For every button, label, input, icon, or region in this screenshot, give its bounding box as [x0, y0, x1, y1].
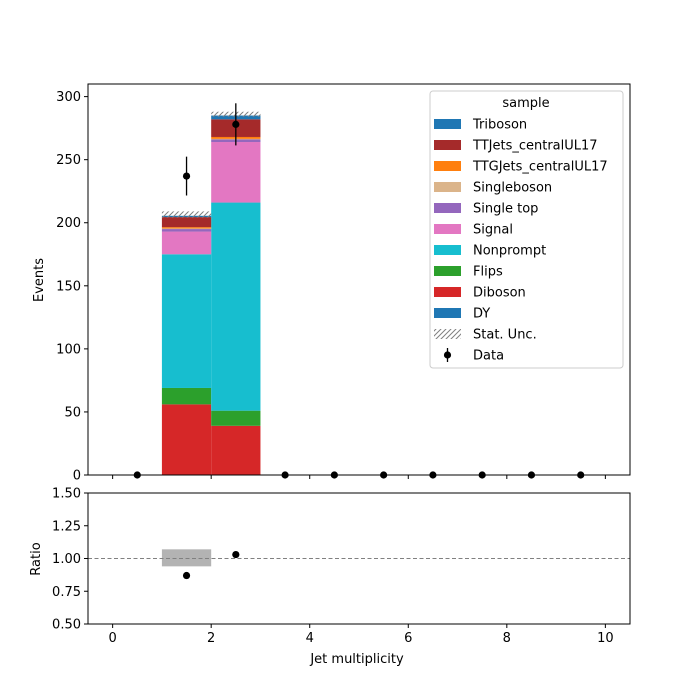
legend-label: Singleboson — [473, 181, 552, 196]
legend-swatch — [434, 266, 461, 276]
legend-swatch — [434, 203, 461, 213]
legend: sample Triboson TTJets_centralUL17 TTGJets… — [429, 90, 624, 369]
ratio-y-tick-label: 1.00 — [52, 552, 81, 567]
ratio-y-axis-label: Ratio — [29, 542, 44, 575]
stack-bar-nonprompt — [211, 202, 261, 411]
data-point — [232, 120, 240, 128]
stack-bar-flips — [161, 387, 212, 405]
main-panel: 0 50 100 150 200 250 300 Events — [32, 83, 631, 484]
legend-label: DY — [473, 307, 490, 322]
legend-label: TTGJets_centralUL17 — [472, 160, 608, 175]
ratio-y-tick-label: 1.25 — [52, 519, 81, 534]
legend-swatch-hatch — [434, 329, 461, 339]
stack-bar-singleboson — [161, 228, 212, 230]
main-y-ticks: 0 50 100 150 200 250 300 — [56, 90, 88, 484]
ratio-panel: 0.50 0.75 1.00 1.25 1.50 0 2 4 6 8 10 Ratio Jet m… — [29, 487, 631, 667]
legend-label: Data — [473, 349, 504, 364]
legend-item: Nonprompt — [434, 244, 546, 259]
legend-title: sample — [502, 96, 549, 111]
main-plot-frame — [87, 83, 631, 476]
ratio-x-tick-label: 6 — [404, 631, 412, 646]
legend-data-marker — [443, 351, 452, 359]
legend-frame — [429, 90, 624, 369]
legend-item: DY — [434, 307, 490, 322]
legend-item: Data — [443, 348, 504, 364]
ratio-x-tick-label: 0 — [108, 631, 116, 646]
main-y-tick-label: 250 — [56, 153, 81, 168]
ratio-y-tick-label: 0.50 — [52, 618, 81, 633]
legend-item: Diboson — [434, 286, 526, 301]
main-y-axis-label: Events — [32, 258, 47, 302]
legend-label: TTJets_centralUL17 — [472, 139, 598, 154]
stack-bar-ttjets-centralul17 — [161, 217, 212, 228]
legend-items: Triboson TTJets_centralUL17 TTGJets_centra… — [434, 118, 608, 364]
ratio-x-tick-label: 8 — [503, 631, 511, 646]
legend-swatch — [434, 140, 461, 150]
legend-swatch — [434, 224, 461, 234]
legend-label: Single top — [473, 202, 538, 217]
legend-swatch — [434, 308, 461, 318]
legend-label: Triboson — [472, 118, 527, 133]
stack-bar-flips — [211, 410, 261, 426]
legend-label: Flips — [473, 265, 503, 280]
legend-swatch — [434, 287, 461, 297]
ratio-x-ticks: 0 2 4 6 8 10 — [108, 624, 614, 646]
main-y-tick-label: 150 — [56, 279, 81, 294]
ratio-plot-area — [88, 549, 630, 580]
ratio-y-tick-label: 1.50 — [52, 487, 81, 502]
main-y-tick-label: 100 — [56, 342, 81, 357]
legend-item: Stat. Unc. — [434, 328, 537, 343]
legend-label: Signal — [473, 223, 513, 238]
main-y-tick-label: 300 — [56, 90, 81, 105]
legend-swatch — [434, 182, 461, 192]
ratio-unc-band — [161, 549, 212, 567]
stack-bar-signal — [161, 231, 212, 255]
ratio-x-tick-label: 2 — [207, 631, 215, 646]
x-axis-label: Jet multiplicity — [309, 652, 404, 667]
legend-label: Stat. Unc. — [473, 328, 537, 343]
stack-bar-diboson — [211, 425, 261, 475]
stack-bar-single-top — [161, 229, 212, 232]
legend-label: Nonprompt — [473, 244, 546, 259]
main-x-ticks — [112, 475, 606, 479]
main-plot-area — [133, 103, 585, 479]
stack-bar-signal — [211, 142, 261, 203]
legend-swatch — [434, 119, 461, 129]
stack-bar-ttgjets-centralul17 — [161, 227, 212, 229]
ratio-point — [232, 550, 240, 559]
stack-bar-nonprompt — [161, 254, 212, 388]
legend-label: Diboson — [473, 286, 526, 301]
ratio-point — [182, 571, 191, 580]
main-y-tick-label: 50 — [64, 405, 81, 420]
legend-item: TTJets_centralUL17 — [434, 139, 598, 154]
ratio-x-tick-label: 10 — [597, 631, 614, 646]
legend-item: Triboson — [434, 118, 527, 133]
legend-item: Single top — [434, 202, 538, 217]
legend-swatch — [434, 161, 461, 171]
legend-item: TTGJets_centralUL17 — [434, 160, 608, 175]
legend-swatch — [434, 245, 461, 255]
stat-unc-hatch — [161, 211, 212, 218]
legend-item: Flips — [434, 265, 503, 280]
ratio-y-ticks: 0.50 0.75 1.00 1.25 1.50 — [52, 487, 88, 633]
main-y-tick-label: 200 — [56, 216, 81, 231]
data-point — [182, 172, 191, 180]
stack-bar-diboson — [161, 404, 212, 475]
ratio-y-tick-label: 0.75 — [52, 585, 81, 600]
legend-item: Singleboson — [434, 181, 552, 196]
ratio-x-tick-label: 4 — [306, 631, 314, 646]
legend-item: Signal — [434, 223, 513, 238]
main-y-tick-label: 0 — [73, 469, 81, 484]
